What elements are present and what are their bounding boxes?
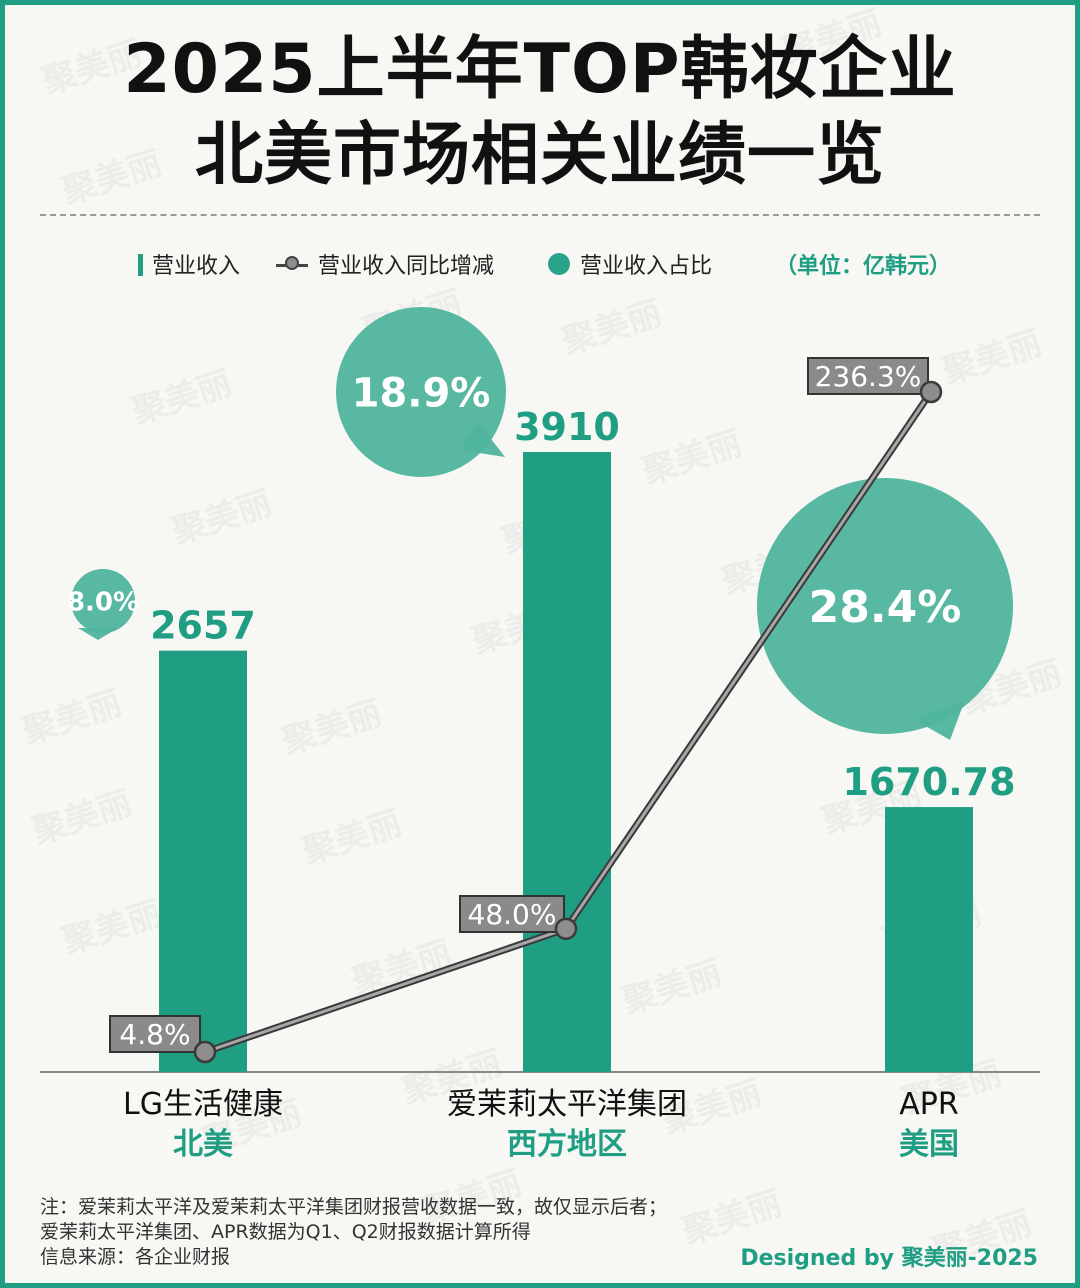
legend-bar-label: 营业收入 [152, 254, 241, 279]
footnote-3: 信息来源：各企业财报 [40, 1246, 231, 1268]
legend-line-label: 营业收入同比增减 [318, 254, 495, 279]
growth-marker-2 [919, 380, 943, 404]
growth-marker-1 [554, 917, 578, 941]
unit-label: （单位：亿韩元） [775, 254, 952, 279]
share-bubble-2 [757, 478, 1013, 734]
bar-value-label-0: 2657 [150, 604, 256, 648]
region-label-2: 美国 [899, 1127, 959, 1162]
growth-label-2: 236.3% [815, 360, 922, 393]
legend-line-marker [285, 256, 299, 270]
growth-label-0: 4.8% [119, 1018, 190, 1051]
legend-bubble-swatch [548, 253, 570, 275]
footnote-1: 注：爱茉莉太平洋及爱茉莉太平洋集团财报营收数据一致，故仅显示后者； [40, 1196, 668, 1218]
title-divider [40, 214, 1040, 216]
title-line-2: 北美市场相关业绩一览 [194, 116, 885, 195]
share-bubble-tail-1 [460, 422, 505, 457]
growth-label-box-0 [109, 1015, 201, 1053]
bar-2 [885, 807, 973, 1072]
region-label-0: 北美 [173, 1127, 233, 1162]
category-label-0: LG生活健康 [123, 1087, 283, 1122]
growth-marker-0 [193, 1040, 217, 1064]
share-label-0: 8.0% [67, 587, 139, 617]
growth-label-box-1 [459, 895, 565, 933]
bar-0 [159, 650, 247, 1072]
share-label-2: 28.4% [809, 582, 962, 633]
growth-label-box-2 [807, 357, 929, 395]
bar-value-label-2: 1670.78 [842, 760, 1015, 804]
category-label-2: APR [899, 1087, 958, 1122]
title-line-1: 2025上半年TOP韩妆企业 [123, 30, 957, 109]
legend-bar-swatch [138, 254, 143, 276]
credit: Designed by 聚美丽-2025 [740, 1246, 1038, 1271]
bar-value-label-1: 3910 [514, 405, 620, 449]
bar-1 [523, 452, 611, 1072]
share-bubble-tail-2 [915, 700, 965, 740]
region-label-1: 西方地区 [507, 1127, 627, 1162]
growth-label-1: 48.0% [468, 898, 557, 931]
share-bubble-0 [71, 569, 135, 633]
category-label-1: 爱茉莉太平洋集团 [447, 1087, 687, 1122]
footnote-2: 爱茉莉太平洋集团、APR数据为Q1、Q2财报数据计算所得 [40, 1221, 531, 1243]
share-bubble-1 [336, 307, 506, 477]
share-bubble-tail-0 [78, 628, 118, 640]
legend-bubble-label: 营业收入占比 [580, 254, 713, 279]
share-label-1: 18.9% [352, 370, 491, 416]
